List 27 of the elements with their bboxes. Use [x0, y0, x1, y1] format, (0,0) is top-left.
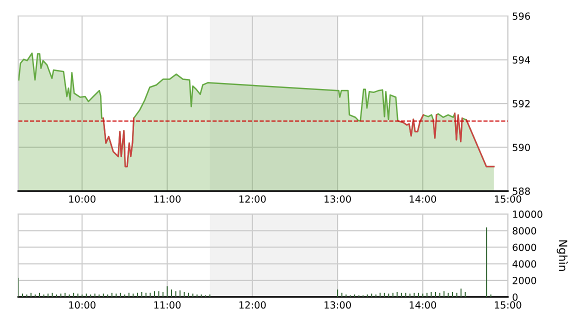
x-tick-label: 10:00 — [69, 301, 96, 309]
x-tick-label: 12:00 — [239, 301, 266, 309]
y-tick-label: 596 — [512, 12, 530, 20]
x-tick-label: 14:00 — [410, 195, 436, 203]
line-series — [397, 114, 424, 137]
y-tick-label: 590 — [512, 144, 530, 152]
x-tick-label: 10:00 — [69, 195, 96, 203]
y-tick-label: 592 — [512, 100, 530, 108]
y-axis-title: Nghìn — [556, 240, 568, 271]
x-tick-label: 11:00 — [154, 195, 181, 203]
y-tick-label: 6000 — [512, 244, 536, 252]
x-tick-label: 12:00 — [239, 195, 266, 203]
x-tick-label: 15:00 — [494, 301, 522, 309]
x-tick-label: 11:00 — [154, 301, 181, 309]
y-tick-label: 8000 — [512, 227, 536, 234]
y-tick-label: 2000 — [512, 276, 536, 284]
y-tick-label: 4000 — [512, 260, 536, 268]
x-tick-label: 13:00 — [324, 301, 351, 309]
line-series — [102, 117, 134, 168]
x-tick-label: 14:00 — [410, 301, 436, 309]
y-tick-label: 10000 — [513, 210, 542, 218]
y-tick-label: 594 — [512, 56, 530, 64]
x-tick-label: 13:00 — [324, 195, 351, 203]
y-tick-label: 588 — [512, 188, 530, 195]
line-series — [454, 112, 463, 142]
x-tick-label: 15:00 — [494, 195, 522, 203]
y-tick-label: 0 — [512, 293, 518, 301]
